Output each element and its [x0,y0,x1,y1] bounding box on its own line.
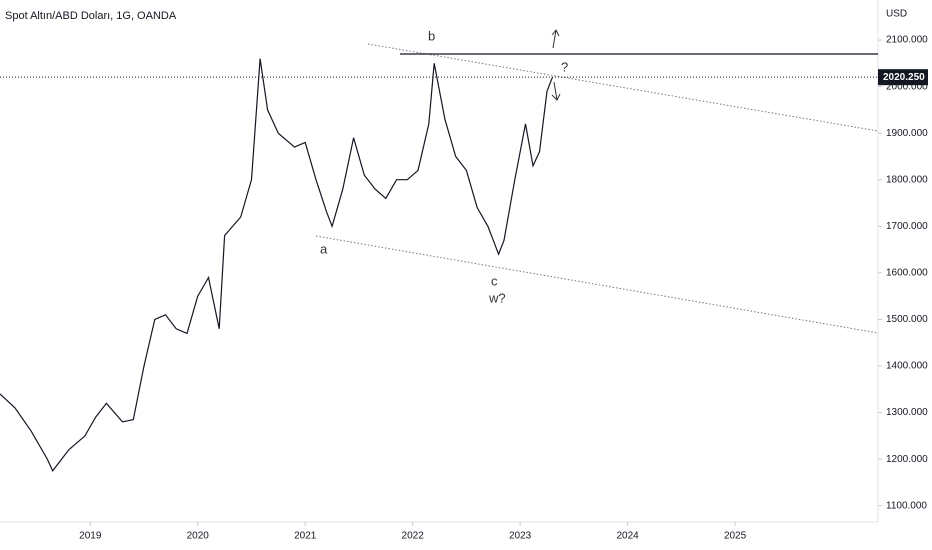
y-tick-label: 2100.000 [886,35,928,46]
arrow-down [551,81,561,101]
y-tick-label: 2000.000 [886,81,928,92]
trend-line [315,235,879,334]
x-tick-label: 2021 [294,531,317,542]
annotation: a [320,241,328,256]
last-price-label: 2020.250 [883,72,925,83]
y-tick-label: 1500.000 [886,314,928,325]
y-tick-label: 1600.000 [886,268,928,279]
x-tick-label: 2025 [724,531,747,542]
y-tick-label: 1200.000 [886,454,928,465]
y-tick-label: 1700.000 [886,221,928,232]
x-tick-label: 2022 [402,531,425,542]
arrow-up [551,29,560,49]
y-tick-label: 1300.000 [886,407,928,418]
x-tick-label: 2023 [509,531,532,542]
y-tick-label: 1100.000 [886,500,927,511]
x-tick-label: 2020 [187,531,210,542]
y-tick-label: 1400.000 [886,361,928,372]
annotation: w? [488,290,506,305]
x-tick-label: 2019 [79,531,102,542]
x-tick-label: 2024 [616,531,639,542]
trend-line [367,43,879,132]
last-price-box [878,69,928,86]
annotation: ? [561,59,568,74]
price-line [0,58,553,472]
y-tick-label: 1900.000 [886,128,928,139]
annotation: c [491,273,498,288]
y-tick-label: 1800.000 [886,174,928,185]
chart-title: Spot Altın/ABD Doları, 1G, OANDA [5,10,177,22]
annotation: b [428,28,435,43]
y-unit: USD [886,9,907,20]
